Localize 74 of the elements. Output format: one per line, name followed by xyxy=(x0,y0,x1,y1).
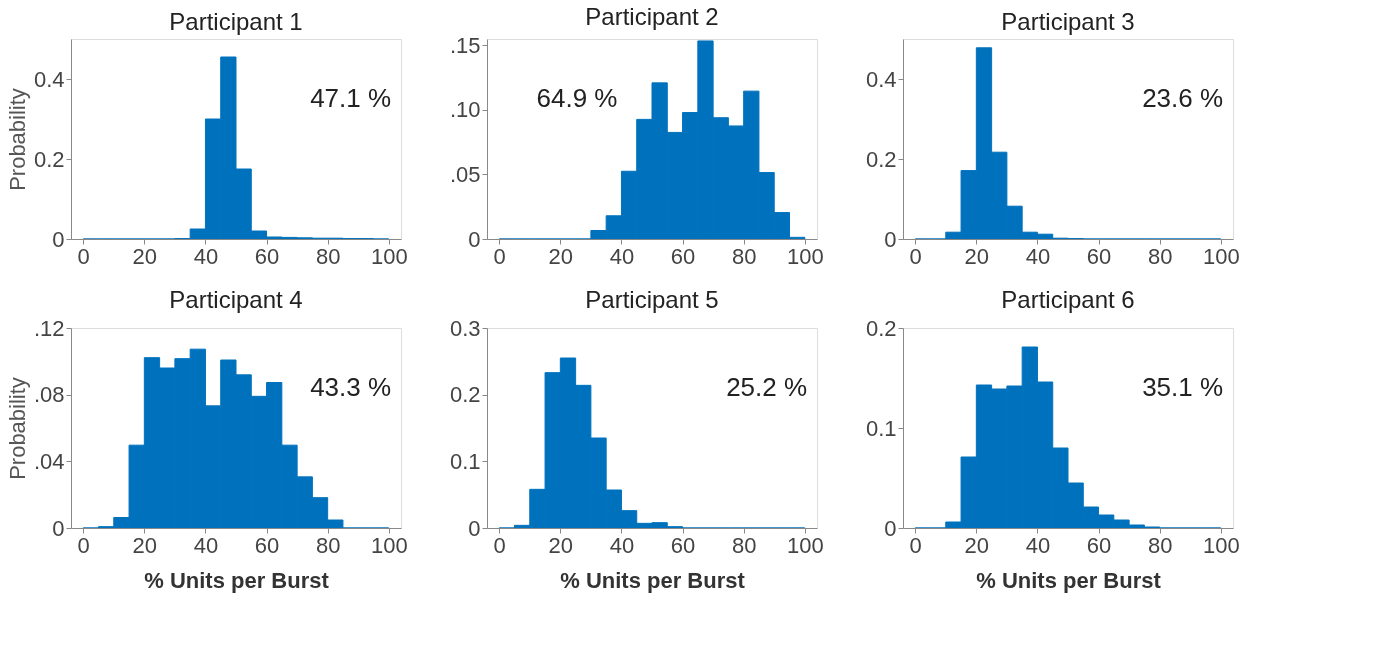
chart-title: Participant 4 xyxy=(169,286,303,313)
y-tick-label: .12 xyxy=(33,315,65,341)
x-tick-label: 80 xyxy=(1147,532,1173,558)
y-tick-label: 0 xyxy=(52,226,65,252)
x-tick-label: 100 xyxy=(370,243,408,269)
y-tick-label: .05 xyxy=(449,161,481,187)
x-tick-label: 0 xyxy=(77,243,90,269)
annotation: 43.3 % xyxy=(310,372,392,402)
y-tick-label: .04 xyxy=(33,448,65,474)
chart-title: Participant 2 xyxy=(585,3,719,31)
x-tick-label: 40 xyxy=(609,243,635,269)
x-tick-label: 60 xyxy=(1086,532,1112,558)
x-tick-label: 60 xyxy=(1086,243,1112,269)
x-tick-label: 100 xyxy=(786,532,824,558)
chart-title: Participant 6 xyxy=(1001,286,1135,313)
x-tick-label: 100 xyxy=(786,243,824,269)
y-tick-label: 0 xyxy=(884,515,897,541)
x-tick-label: 20 xyxy=(132,532,158,558)
annotation: 25.2 % xyxy=(726,372,808,402)
x-tick-label: 0 xyxy=(909,243,922,269)
x-tick-label: 100 xyxy=(1202,532,1240,558)
x-tick-label: 40 xyxy=(609,532,635,558)
y-tick-label: 0.4 xyxy=(33,66,65,92)
y-tick-label: 0 xyxy=(468,515,481,541)
x-tick-label: 40 xyxy=(1025,532,1051,558)
y-tick-label: 0.2 xyxy=(33,146,65,172)
y-axis-title: Probability xyxy=(4,377,30,480)
x-tick-label: 60 xyxy=(670,532,696,558)
y-tick-label: 0.2 xyxy=(449,382,481,408)
x-tick-label: 20 xyxy=(132,243,158,269)
y-tick-label: 0 xyxy=(468,226,481,252)
x-tick-label: 80 xyxy=(315,532,341,558)
annotation: 23.6 % xyxy=(1142,83,1224,113)
y-tick-label: .15 xyxy=(449,32,481,58)
chart-title: Participant 1 xyxy=(169,8,303,35)
x-tick-label: 0 xyxy=(77,532,90,558)
x-tick-label: 60 xyxy=(254,532,280,558)
y-tick-label: 0 xyxy=(884,226,897,252)
y-tick-label: 0.1 xyxy=(865,415,897,441)
x-tick-label: 100 xyxy=(1202,243,1240,269)
y-tick-label: 0.1 xyxy=(449,448,481,474)
y-tick-label: 0.3 xyxy=(449,315,481,341)
x-axis-title: % Units per Burst xyxy=(144,567,330,593)
x-tick-label: 20 xyxy=(548,532,574,558)
annotation: 47.1 % xyxy=(310,83,392,113)
y-tick-label: 0 xyxy=(52,515,65,541)
x-tick-label: 100 xyxy=(370,532,408,558)
y-axis-title: Probability xyxy=(4,88,30,191)
x-axis-title: % Units per Burst xyxy=(560,567,746,593)
x-tick-label: 80 xyxy=(731,532,757,558)
x-tick-label: 0 xyxy=(493,532,506,558)
x-tick-label: 0 xyxy=(909,532,922,558)
y-tick-label: 0.4 xyxy=(865,66,897,92)
x-tick-label: 80 xyxy=(731,243,757,269)
x-tick-label: 80 xyxy=(315,243,341,269)
x-tick-label: 40 xyxy=(1025,243,1051,269)
x-tick-label: 40 xyxy=(193,532,219,558)
x-tick-label: 40 xyxy=(193,243,219,269)
x-tick-label: 80 xyxy=(1147,243,1173,269)
annotation: 64.9 % xyxy=(536,83,618,113)
x-tick-label: 20 xyxy=(964,243,990,269)
x-axis-title: % Units per Burst xyxy=(976,567,1162,593)
chart-title: Participant 5 xyxy=(585,286,719,313)
x-tick-label: 60 xyxy=(670,243,696,269)
chart-title: Participant 3 xyxy=(1001,8,1135,35)
x-tick-label: 20 xyxy=(964,532,990,558)
y-tick-label: .08 xyxy=(33,382,65,408)
x-tick-label: 20 xyxy=(548,243,574,269)
y-tick-label: 0.2 xyxy=(865,146,897,172)
y-tick-label: .10 xyxy=(449,97,481,123)
annotation: 35.1 % xyxy=(1142,372,1224,402)
y-tick-label: 0.2 xyxy=(865,315,897,341)
x-tick-label: 60 xyxy=(254,243,280,269)
x-tick-label: 0 xyxy=(493,243,506,269)
